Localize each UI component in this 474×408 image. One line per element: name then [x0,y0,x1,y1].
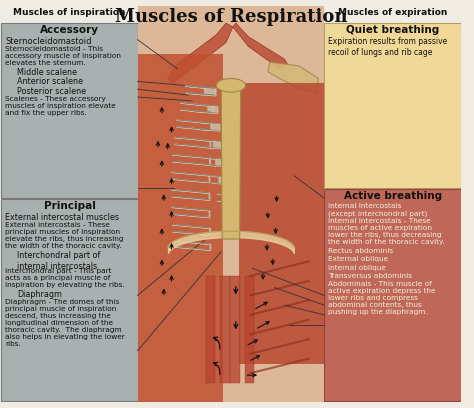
Bar [324,23,461,188]
Bar [1,23,137,198]
Text: Scalenes - These accessory
muscles of inspiration elevate
and fix the upper ribs: Scalenes - These accessory muscles of in… [5,95,116,115]
Text: Transversus abdominis: Transversus abdominis [328,273,412,279]
Text: External intercostal muscles: External intercostal muscles [5,213,119,222]
Text: Middle scalene: Middle scalene [17,69,77,78]
Text: Internal intercostals
(except interchondral part): Internal intercostals (except interchond… [328,203,428,217]
Polygon shape [233,23,287,69]
Text: Muscles of Respiration: Muscles of Respiration [115,9,347,27]
Bar [220,276,230,383]
Text: Expiration results from passive
recoil of lungs and rib cage: Expiration results from passive recoil o… [328,37,447,57]
Bar [245,276,254,383]
Bar [324,189,461,401]
Polygon shape [137,54,223,402]
Polygon shape [168,23,233,83]
Ellipse shape [216,78,246,92]
Text: Accessory: Accessory [40,25,99,35]
Bar [137,6,324,402]
Polygon shape [268,62,319,93]
Text: Internal oblique: Internal oblique [328,264,386,271]
Text: Active breathing: Active breathing [344,191,442,202]
Text: Interchondral part of
internal intercostals: Interchondral part of internal intercost… [17,251,100,271]
Polygon shape [221,88,241,239]
Text: Muscles of expiration: Muscles of expiration [338,9,447,18]
Bar [230,276,240,383]
Text: Posterior scalene: Posterior scalene [17,86,86,95]
Text: External intercostals - These
principal muscles of inspiration
elevate the ribs,: External intercostals - These principal … [5,222,124,249]
Text: Rectus abdominis: Rectus abdominis [328,248,393,254]
Text: Sternocleidomastoid: Sternocleidomastoid [5,37,92,46]
Text: Diaphragm: Diaphragm [17,290,62,299]
Text: Quiet breathing: Quiet breathing [346,25,439,35]
Bar [206,276,215,383]
Bar [1,199,137,401]
Text: Principal: Principal [44,201,95,211]
Text: Interchondral part - This part
acts as a principal muscle of
inspiration by elev: Interchondral part - This part acts as a… [5,268,125,288]
Polygon shape [239,83,324,364]
Text: Diaphragm - The domes of this
principal muscle of inspiration
descend, thus incr: Diaphragm - The domes of this principal … [5,299,125,347]
Text: Anterior scalene: Anterior scalene [17,78,83,86]
Text: Muscles of inspiration: Muscles of inspiration [13,9,126,18]
Text: Internal intercostals - These
muscles of active expiration
lower the ribs, thus : Internal intercostals - These muscles of… [328,218,445,245]
Text: External oblique: External oblique [328,256,388,262]
Text: Abdominals - This muscle of
active expiration depress the
lower ribs and compres: Abdominals - This muscle of active expir… [328,282,436,315]
Text: Sternocleidomastoid - This
accessory muscle of inspiration
elevates the sternum.: Sternocleidomastoid - This accessory mus… [5,46,121,66]
